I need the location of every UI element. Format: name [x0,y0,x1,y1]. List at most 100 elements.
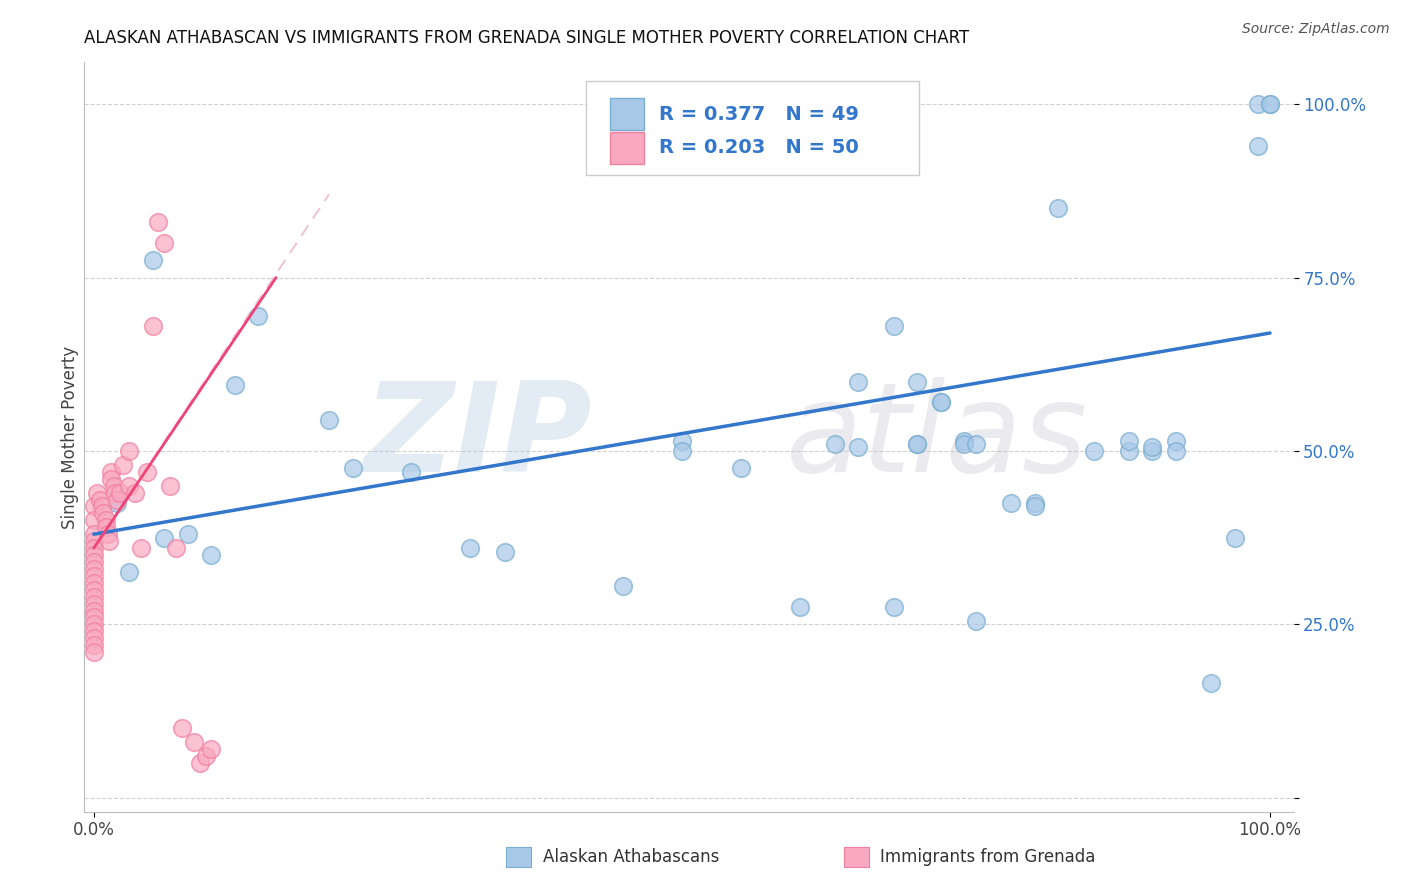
Point [94,513,117,527]
Point [153,531,176,545]
Point [458,541,481,555]
Point [929,395,952,409]
Point [142,253,165,268]
Point [183,735,205,749]
Point [83,617,105,632]
Point [124,485,146,500]
Point [83,500,105,514]
Point [83,632,105,646]
Point [83,562,105,576]
Point [129,541,152,555]
Point [83,582,105,597]
Text: R = 0.203   N = 50: R = 0.203 N = 50 [659,138,859,157]
Point [94,520,117,534]
Point [1024,496,1046,510]
Point [83,513,105,527]
Point [883,600,905,615]
Point [105,492,128,507]
Point [112,458,135,472]
Point [1247,138,1270,153]
Point [1223,531,1246,545]
Point [200,742,222,756]
Point [965,437,987,451]
Point [118,566,141,580]
Point [905,437,928,451]
Point [83,603,105,617]
Point [846,375,869,389]
Point [83,555,105,569]
Point [730,461,752,475]
Point [83,534,105,549]
Point [200,548,222,562]
Point [1142,441,1164,455]
Point [153,235,176,250]
Point [342,461,364,475]
Point [1258,97,1281,112]
Point [170,722,193,736]
Point [83,590,105,604]
Point [965,614,987,628]
Point [103,478,125,492]
Point [612,579,634,593]
Point [1199,676,1222,690]
Point [247,309,270,323]
Point [89,492,111,507]
Point [100,465,122,479]
Point [1083,444,1105,458]
Point [142,319,165,334]
Point [846,441,869,455]
Text: Source: ZipAtlas.com: Source: ZipAtlas.com [1241,22,1389,37]
Text: ZIP: ZIP [364,376,592,498]
FancyBboxPatch shape [586,81,918,175]
Text: Alaskan Athabascans: Alaskan Athabascans [543,848,718,866]
Point [83,569,105,583]
Point [1258,97,1281,112]
Point [83,597,105,611]
Point [91,507,114,521]
Point [318,413,340,427]
Point [86,485,108,500]
Text: atlas: atlas [786,376,1088,498]
Point [905,375,928,389]
Point [104,485,127,500]
Point [148,215,170,229]
Point [177,527,200,541]
Point [671,444,693,458]
Point [789,600,811,615]
Point [105,496,128,510]
Point [135,465,157,479]
Point [1164,444,1187,458]
Point [83,610,105,624]
Point [165,541,187,555]
Point [929,395,952,409]
Point [1047,201,1070,215]
Point [194,749,217,764]
Point [1024,500,1046,514]
Point [98,534,121,549]
Point [824,437,846,451]
Point [494,544,516,558]
Point [83,624,105,639]
Point [401,465,423,479]
Point [905,437,928,451]
Point [159,478,181,492]
Point [1000,496,1022,510]
Point [83,575,105,590]
Point [1118,434,1140,448]
Point [83,527,105,541]
Y-axis label: Single Mother Poverty: Single Mother Poverty [62,345,80,529]
Point [1164,434,1187,448]
Point [83,638,105,652]
Point [118,444,141,458]
Point [108,485,131,500]
Point [1247,97,1270,112]
Text: ALASKAN ATHABASCAN VS IMMIGRANTS FROM GRENADA SINGLE MOTHER POVERTY CORRELATION : ALASKAN ATHABASCAN VS IMMIGRANTS FROM GR… [84,29,970,47]
Point [224,378,246,392]
Point [83,645,105,659]
Point [1142,444,1164,458]
Point [100,472,122,486]
FancyBboxPatch shape [610,98,644,130]
Text: Immigrants from Grenada: Immigrants from Grenada [880,848,1095,866]
Point [1118,444,1140,458]
Point [671,434,693,448]
